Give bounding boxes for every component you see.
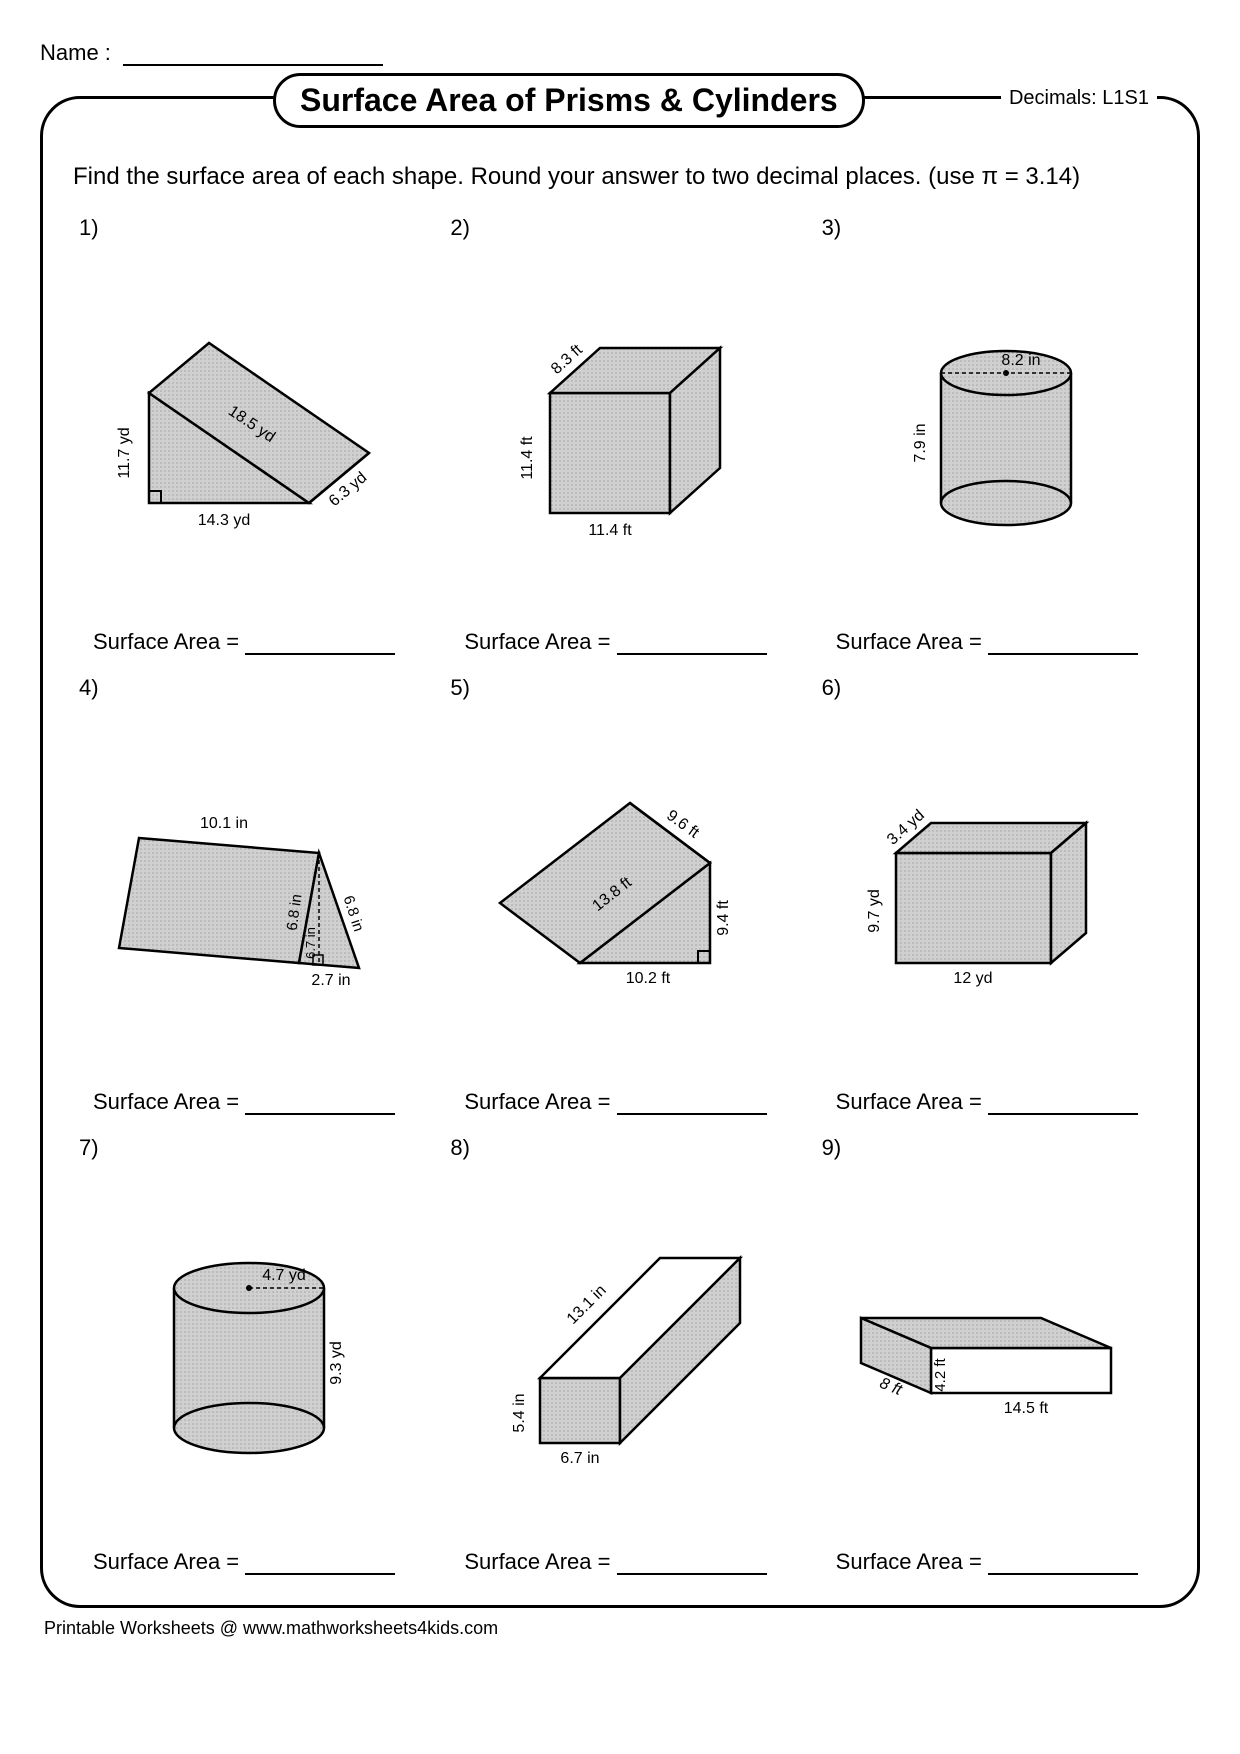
svg-text:14.3 yd: 14.3 yd xyxy=(197,512,249,529)
svg-text:8.2 in: 8.2 in xyxy=(1002,352,1041,369)
answer-blank[interactable] xyxy=(617,653,767,655)
problem-6: 6) 3.4 yd 9.7 yd 12 yd Surface Area = xyxy=(816,675,1167,1115)
figure: 4.7 yd 9.3 yd xyxy=(73,1167,424,1539)
problem-5: 5) 9.6 ft 13.8 ft 9.4 ft 10.2 ft xyxy=(444,675,795,1115)
answer-blank[interactable] xyxy=(245,653,395,655)
svg-text:7.9 in: 7.9 in xyxy=(912,423,929,462)
answer-label: Surface Area = xyxy=(836,1549,982,1574)
problem-2: 2) 8.3 ft 11.4 ft 11.4 ft Surface Area = xyxy=(444,215,795,655)
answer-line: Surface Area = xyxy=(444,1089,795,1115)
svg-text:5.4 in: 5.4 in xyxy=(511,1393,528,1432)
svg-text:14.5 ft: 14.5 ft xyxy=(1004,1400,1049,1417)
svg-text:9.3 yd: 9.3 yd xyxy=(328,1341,345,1385)
instructions: Find the surface area of each shape. Rou… xyxy=(73,159,1167,195)
name-field: Name : xyxy=(40,40,1200,66)
answer-line: Surface Area = xyxy=(73,629,424,655)
answer-blank[interactable] xyxy=(617,1573,767,1575)
svg-text:11.4 ft: 11.4 ft xyxy=(588,522,632,539)
answer-line: Surface Area = xyxy=(816,1089,1167,1115)
q-number: 8) xyxy=(444,1135,795,1161)
svg-text:6.7 in: 6.7 in xyxy=(560,1450,599,1467)
q-number: 7) xyxy=(73,1135,424,1161)
svg-text:2.7 in: 2.7 in xyxy=(311,972,350,989)
page-title: Surface Area of Prisms & Cylinders xyxy=(273,73,865,128)
answer-blank[interactable] xyxy=(988,1113,1138,1115)
q-number: 1) xyxy=(73,215,424,241)
q-number: 9) xyxy=(816,1135,1167,1161)
svg-text:10.1 in: 10.1 in xyxy=(200,815,248,832)
svg-text:11.7 yd: 11.7 yd xyxy=(116,427,133,478)
q-number: 3) xyxy=(816,215,1167,241)
problem-4: 4) 10.1 in 6.8 in 6.8 in 6.7 in 2.7 in xyxy=(73,675,424,1115)
figure: 8.2 in 7.9 in xyxy=(816,247,1167,619)
q-number: 2) xyxy=(444,215,795,241)
svg-text:11.4 ft: 11.4 ft xyxy=(519,436,536,480)
answer-label: Surface Area = xyxy=(464,629,610,654)
answer-line: Surface Area = xyxy=(816,1549,1167,1575)
answer-blank[interactable] xyxy=(988,653,1138,655)
name-blank[interactable] xyxy=(123,64,383,66)
answer-label: Surface Area = xyxy=(464,1089,610,1114)
answer-line: Surface Area = xyxy=(73,1549,424,1575)
answer-label: Surface Area = xyxy=(836,1089,982,1114)
svg-text:4.7 yd: 4.7 yd xyxy=(262,1267,306,1284)
answer-line: Surface Area = xyxy=(444,1549,795,1575)
answer-label: Surface Area = xyxy=(93,629,239,654)
svg-text:6.7 in: 6.7 in xyxy=(303,927,318,959)
problem-3: 3) 8.2 in 7.9 in xyxy=(816,215,1167,655)
problem-7: 7) 4.7 yd 9.3 yd xyxy=(73,1135,424,1575)
problem-8: 8) 13.1 in 5.4 in 6.7 in Surface Area = xyxy=(444,1135,795,1575)
q-number: 5) xyxy=(444,675,795,701)
worksheet-frame: Surface Area of Prisms & Cylinders Decim… xyxy=(40,96,1200,1608)
level-label: Decimals: L1S1 xyxy=(1001,87,1157,110)
q-number: 4) xyxy=(73,675,424,701)
answer-label: Surface Area = xyxy=(93,1089,239,1114)
svg-text:9.7 yd: 9.7 yd xyxy=(866,889,883,933)
problem-9: 9) 8 ft 4.2 ft 14.5 ft Surface Area = xyxy=(816,1135,1167,1575)
answer-blank[interactable] xyxy=(617,1113,767,1115)
name-label: Name : xyxy=(40,40,111,65)
figure: 13.1 in 5.4 in 6.7 in xyxy=(444,1167,795,1539)
figure: 8 ft 4.2 ft 14.5 ft xyxy=(816,1167,1167,1539)
figure: 10.1 in 6.8 in 6.8 in 6.7 in 2.7 in xyxy=(73,707,424,1079)
answer-label: Surface Area = xyxy=(836,629,982,654)
figure: 9.6 ft 13.8 ft 9.4 ft 10.2 ft xyxy=(444,707,795,1079)
answer-line: Surface Area = xyxy=(816,629,1167,655)
q-number: 6) xyxy=(816,675,1167,701)
figure: 3.4 yd 9.7 yd 12 yd xyxy=(816,707,1167,1079)
answer-blank[interactable] xyxy=(988,1573,1138,1575)
svg-text:4.2 ft: 4.2 ft xyxy=(932,1357,949,1391)
answer-blank[interactable] xyxy=(245,1573,395,1575)
answer-blank[interactable] xyxy=(245,1113,395,1115)
svg-text:9.4 ft: 9.4 ft xyxy=(715,900,732,936)
footer: Printable Worksheets @ www.mathworksheet… xyxy=(40,1618,1200,1639)
answer-line: Surface Area = xyxy=(73,1089,424,1115)
answer-line: Surface Area = xyxy=(444,629,795,655)
answer-label: Surface Area = xyxy=(464,1549,610,1574)
figure: 8.3 ft 11.4 ft 11.4 ft xyxy=(444,247,795,619)
problem-1: 1) 11.7 yd xyxy=(73,215,424,655)
figure: 11.7 yd 18.5 yd 14.3 yd 6.3 yd xyxy=(73,247,424,619)
answer-label: Surface Area = xyxy=(93,1549,239,1574)
svg-text:12 yd: 12 yd xyxy=(954,970,993,987)
problem-grid: 1) 11.7 yd xyxy=(73,215,1167,1575)
svg-text:10.2 ft: 10.2 ft xyxy=(626,970,671,987)
